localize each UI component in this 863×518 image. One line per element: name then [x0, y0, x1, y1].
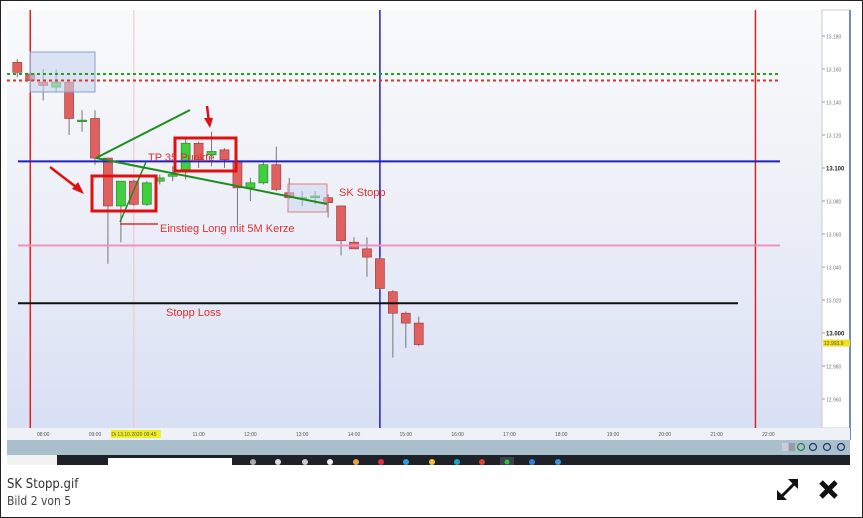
x-tick-label: 09:00: [89, 432, 102, 438]
y-tick-label: 13.180: [826, 35, 842, 41]
arrow-tp: [204, 105, 213, 128]
image-caption: SK Stopp.gif Bild 2 von 5: [7, 476, 78, 509]
y-tick-label: 13.060: [826, 233, 842, 239]
x-tick-label: 20:00: [659, 432, 672, 438]
chart-toolbar: [7, 440, 850, 455]
candle-body: [336, 205, 346, 241]
zoom-out-icon[interactable]: [822, 442, 832, 452]
candle-body: [206, 151, 217, 156]
candle-body: [12, 62, 23, 73]
x-tick-label: Di 13.10.2020 09:45: [111, 432, 156, 438]
current-price-label: 12.993,9: [824, 341, 844, 347]
sk-stopp-label: SK Stopp: [339, 187, 385, 199]
close-button[interactable]: [815, 476, 843, 504]
crosshair-time-badge: [110, 430, 161, 438]
x-tick-label: 12:00: [244, 432, 257, 438]
x-tick-label: 13:00: [296, 432, 309, 438]
candle-body: [103, 157, 113, 207]
candle-body: [77, 119, 87, 123]
y-tick-label: 13.020: [826, 299, 842, 305]
candle-body: [193, 142, 204, 161]
candle-body: [413, 322, 424, 345]
file-name: SK Stopp.gif: [7, 477, 79, 492]
candle: [271, 146, 282, 192]
zoom-in-icon[interactable]: [836, 442, 846, 452]
candle: [219, 148, 230, 168]
candle-body: [362, 248, 372, 258]
candle-body: [129, 180, 139, 205]
candle-body: [116, 180, 126, 207]
y-tick-label: 13.000: [826, 332, 845, 338]
candle: [12, 59, 23, 78]
arrow-entry: [49, 166, 84, 194]
taskbar-icons: [250, 457, 561, 465]
chart-screenshot: TP 35 Punkte SK Stopp Einstieg Long mit …: [7, 9, 851, 465]
expand-button[interactable]: [774, 476, 802, 504]
candle-body: [90, 118, 100, 159]
close-x-icon: [819, 480, 838, 499]
candle-body: [219, 149, 230, 161]
x-tick-label: 17:00: [503, 432, 516, 438]
trend-line-up: [95, 109, 191, 159]
candle-body: [375, 258, 385, 289]
candle: [141, 181, 152, 206]
x-tick-label: 15:00: [400, 432, 413, 438]
candle: [193, 141, 204, 168]
time-axis: [7, 428, 850, 440]
candle-body: [400, 312, 411, 324]
x-tick-label: 19:00: [607, 432, 620, 438]
candle-body: [245, 182, 256, 189]
candle: [375, 257, 385, 291]
candle: [400, 311, 411, 348]
current-price-badge: [823, 339, 850, 347]
y-tick-label: 13.140: [826, 101, 842, 107]
draw-tool-icon[interactable]: [796, 442, 806, 452]
tp-highlight-box: [173, 136, 238, 173]
x-tick-label: 18:00: [555, 432, 568, 438]
candle: [413, 316, 424, 347]
candle-body: [167, 174, 178, 177]
candle: [362, 237, 372, 277]
price-axis: [821, 9, 851, 429]
y-tick-label: 12.960: [826, 398, 842, 404]
range-box: [29, 51, 96, 93]
y-tick-label: 13.120: [826, 134, 842, 140]
y-tick-label: 13.100: [826, 167, 845, 173]
candlestick-chart: TP 35 Punkte SK Stopp Einstieg Long mit …: [7, 9, 851, 465]
x-tick-label: 22:00: [762, 432, 775, 438]
tp-label: TP 35 Punkte: [148, 152, 214, 164]
taskbar-search: [108, 458, 232, 465]
x-tick-label: 16:00: [451, 432, 464, 438]
candle: [77, 110, 87, 132]
candle: [90, 110, 100, 165]
x-tick-label: 08:00: [37, 432, 50, 438]
candle: [129, 179, 139, 206]
stop-loss-label: Stopp Loss: [166, 307, 222, 319]
zoom-fit-icon[interactable]: [808, 442, 818, 452]
expand-arrows-icon: [777, 479, 798, 500]
candle-body: [141, 182, 152, 205]
y-tick-label: 13.160: [826, 68, 842, 74]
plot-area: [7, 10, 822, 428]
y-tick-label: 13.080: [826, 200, 842, 206]
x-tick-label: 11:00: [193, 432, 205, 438]
candle: [258, 161, 269, 185]
entry-label: Einstieg Long mit 5M Kerze: [160, 223, 295, 235]
image-counter: Bild 2 von 5: [7, 494, 72, 508]
x-tick-label: 21:00: [710, 432, 723, 438]
entry-highlight-box: [90, 174, 158, 213]
x-tick-label: 14:00: [348, 432, 361, 438]
candle: [336, 205, 346, 256]
taskbar: [7, 455, 850, 465]
toolbar-icons: [782, 442, 846, 452]
candle-body: [258, 164, 269, 184]
y-tick-label: 13.040: [826, 266, 842, 272]
candle-body: [271, 164, 282, 190]
trend-line-down: [95, 157, 328, 205]
y-tick-label: 12.980: [826, 365, 842, 371]
